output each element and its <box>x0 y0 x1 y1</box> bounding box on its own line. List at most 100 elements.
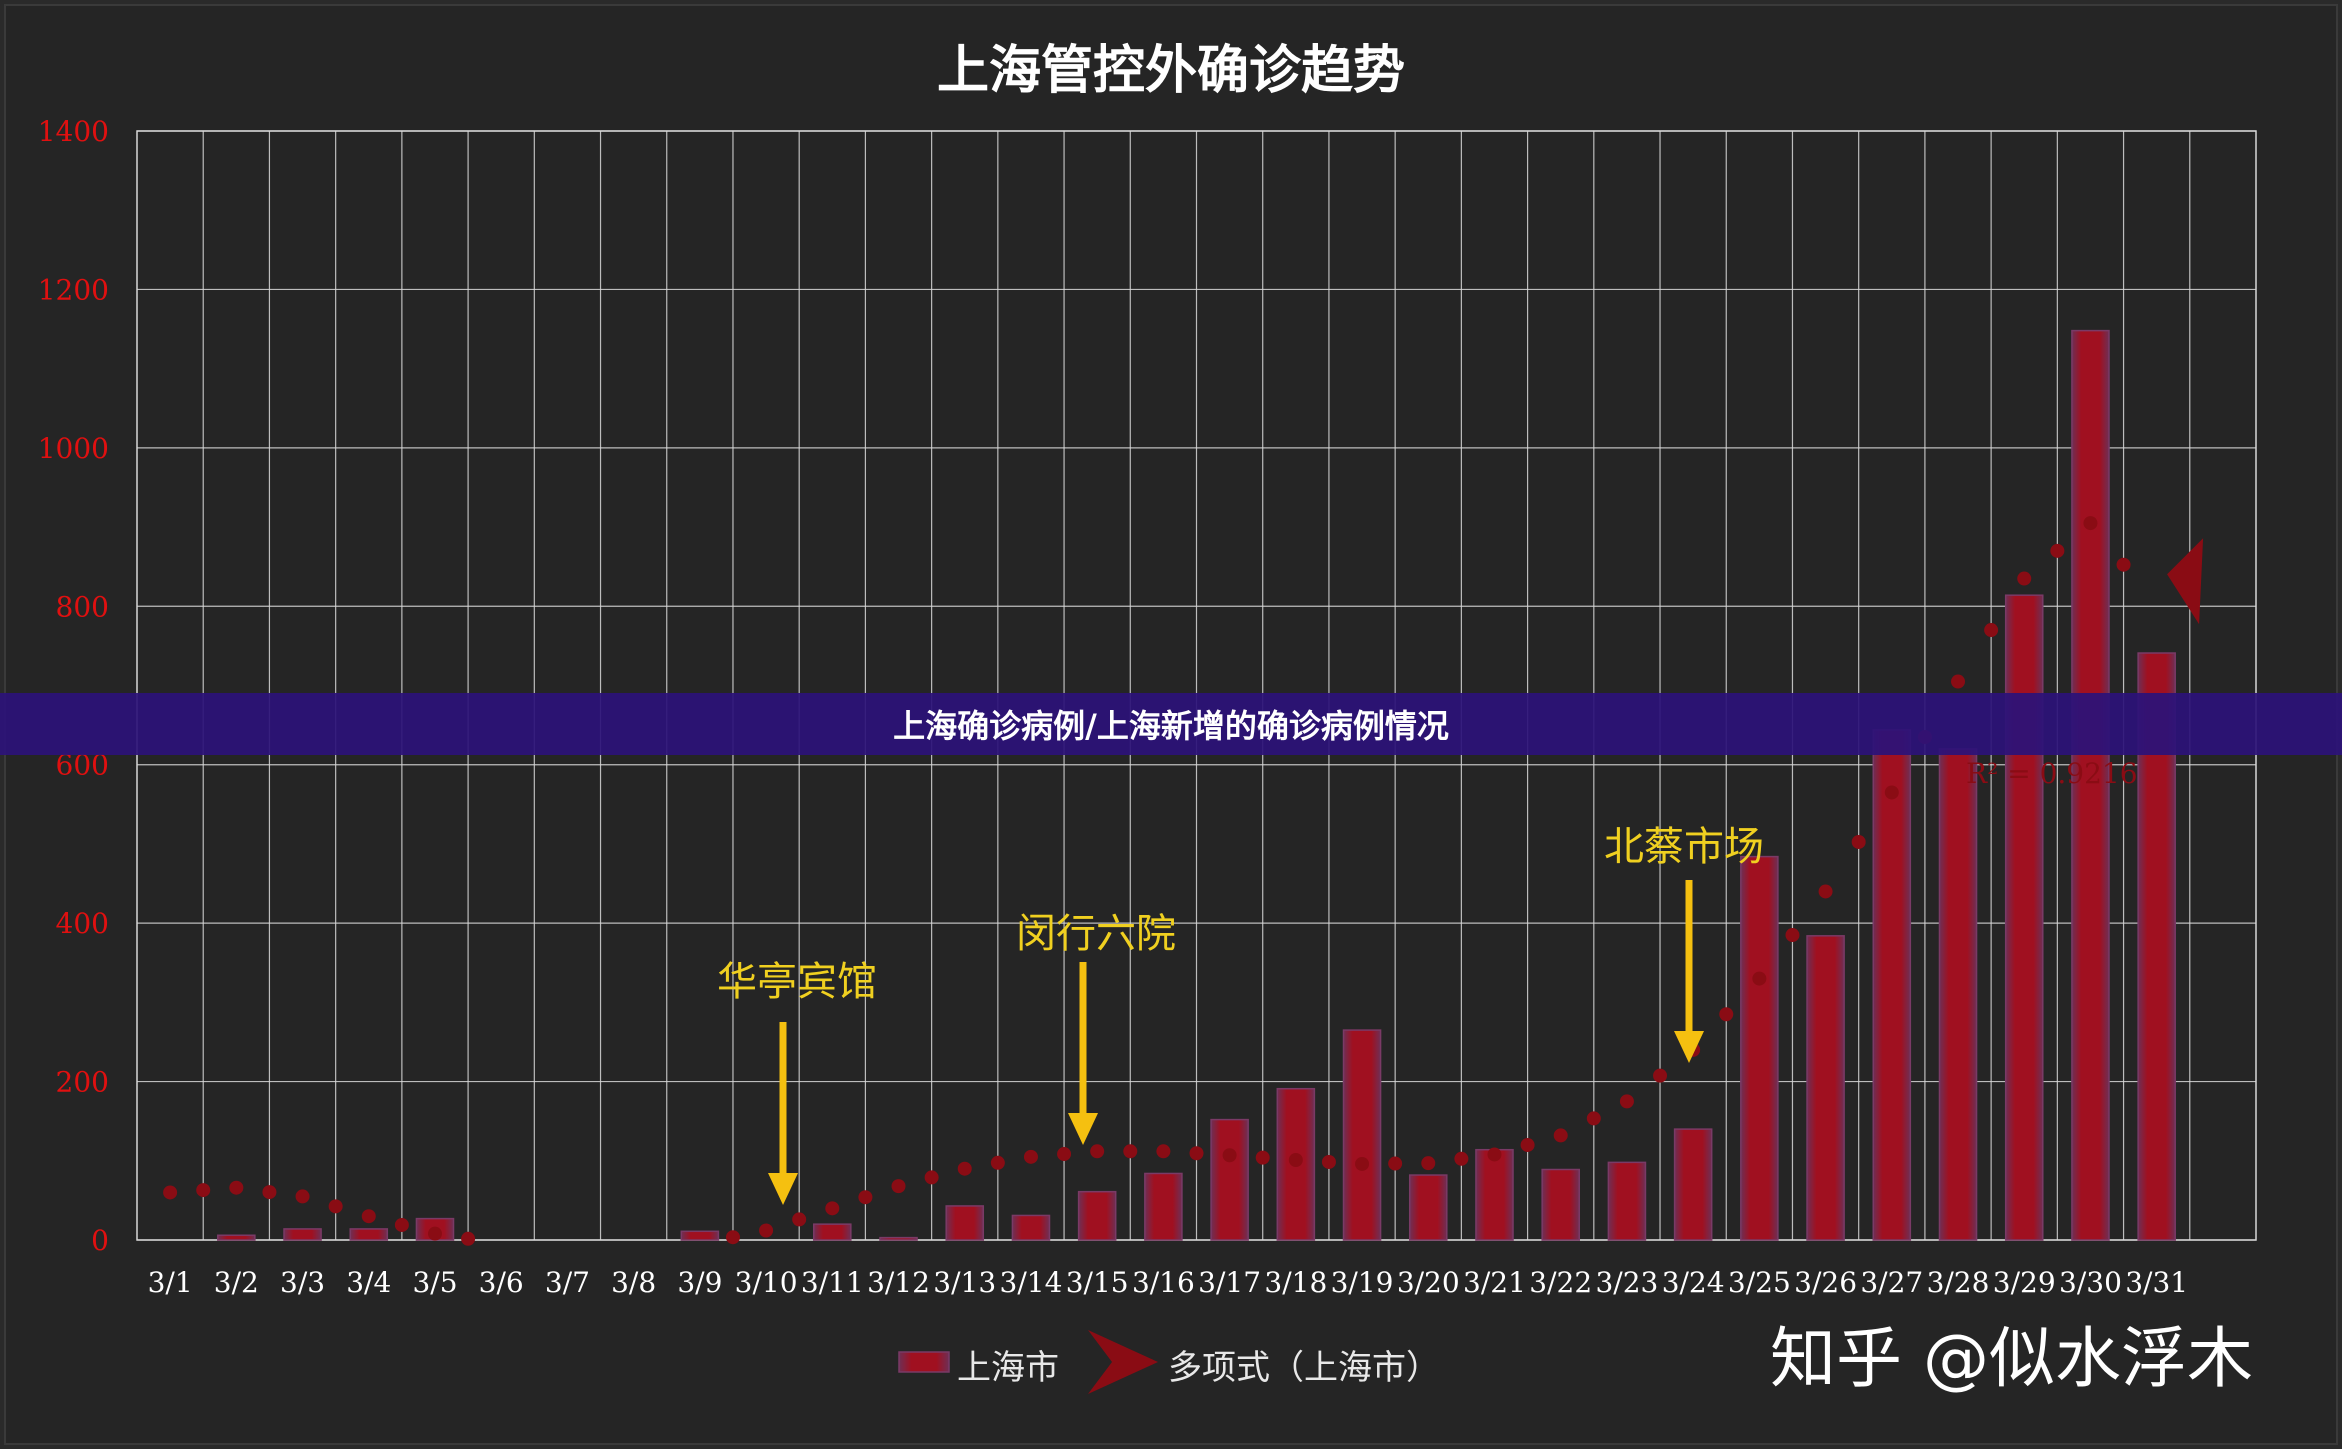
x-tick-label: 3/8 <box>611 1266 656 1299</box>
x-tick-label: 3/4 <box>346 1266 391 1299</box>
x-tick-label: 3/31 <box>2125 1266 2188 1299</box>
x-tick-label: 3/18 <box>1264 1266 1327 1299</box>
x-tick-label: 3/27 <box>1860 1266 1923 1299</box>
trend-point <box>957 1161 972 1176</box>
trend-layer: R² = 0.9216 <box>163 516 2204 1246</box>
bar <box>1541 1168 1580 1241</box>
y-tick-label: 400 <box>56 907 109 940</box>
trend-point <box>1421 1156 1436 1171</box>
x-tick-label: 3/22 <box>1529 1266 1592 1299</box>
bar <box>2071 329 2110 1241</box>
y-tick-label: 1200 <box>38 273 109 306</box>
trend-point <box>792 1212 807 1227</box>
trend-point <box>1057 1147 1072 1162</box>
trend-point <box>1321 1154 1336 1169</box>
trend-point <box>1818 884 1833 899</box>
bar <box>1938 748 1978 1241</box>
bar <box>1144 1172 1183 1241</box>
trend-point <box>1884 785 1899 800</box>
bar <box>1673 1128 1713 1241</box>
x-tick-label: 3/30 <box>2059 1266 2122 1299</box>
legend-layer <box>898 1330 1158 1394</box>
trend-point <box>858 1190 873 1205</box>
bar <box>283 1228 322 1241</box>
trend-point <box>1653 1068 1668 1083</box>
x-tick-label: 3/10 <box>735 1266 798 1299</box>
y-tick-label: 200 <box>56 1066 109 1099</box>
legend-label-trend: 多项式（上海市） <box>1168 1348 1440 1388</box>
x-tick-label: 3/9 <box>677 1266 722 1299</box>
trend-point <box>229 1180 244 1195</box>
trend-point <box>1156 1144 1171 1159</box>
y-tick-label: 800 <box>56 590 109 623</box>
trend-point <box>1752 971 1767 986</box>
bar <box>945 1205 985 1241</box>
trend-point <box>1123 1144 1138 1159</box>
annotation-arrowhead <box>768 1173 798 1205</box>
r-squared-label: R² = 0.9216 <box>1966 757 2138 790</box>
chart-title: 上海管控外确诊趋势 <box>936 41 1405 101</box>
bar <box>1210 1118 1249 1241</box>
bar <box>680 1230 720 1241</box>
trend-point <box>427 1226 442 1241</box>
trend-point <box>2116 557 2131 572</box>
bar <box>1408 1174 1448 1241</box>
bar <box>1475 1148 1514 1241</box>
bar <box>217 1234 256 1241</box>
trend-arrowhead <box>2167 538 2204 625</box>
x-tick-label: 3/7 <box>545 1266 590 1299</box>
x-tick-label: 3/23 <box>1595 1266 1658 1299</box>
legend-swatch-trend <box>1088 1330 1158 1394</box>
x-tick-label: 3/17 <box>1198 1266 1261 1299</box>
bar <box>1011 1214 1051 1241</box>
trend-point <box>196 1183 211 1198</box>
annotation-arrowhead <box>1068 1113 1098 1145</box>
trend-point <box>1487 1147 1502 1162</box>
trend-point <box>725 1230 740 1245</box>
bar <box>2004 594 2044 1241</box>
trend-point <box>1454 1151 1469 1166</box>
annotation-layer: 华亭宾馆 闵行六院 北蔡市场 <box>717 824 1764 1205</box>
x-tick-label: 3/1 <box>148 1266 193 1299</box>
trend-point <box>461 1231 476 1246</box>
trend-point <box>1951 674 1966 689</box>
bar <box>1872 729 1912 1241</box>
trend-point <box>2017 571 2032 586</box>
caption-text: 上海确诊病例/上海新增的确诊病例情况 <box>893 707 1449 745</box>
bar <box>1077 1190 1117 1241</box>
x-tick-label: 3/19 <box>1331 1266 1394 1299</box>
x-tick-label: 3/3 <box>280 1266 325 1299</box>
annotation-arrowhead <box>1674 1031 1704 1063</box>
trend-point <box>759 1223 774 1238</box>
trend-point <box>328 1199 343 1214</box>
x-tick-label: 3/11 <box>801 1266 864 1299</box>
trend-point <box>1222 1148 1237 1163</box>
trend-point <box>924 1170 939 1185</box>
caption-band: 上海确诊病例/上海新增的确诊病例情况 <box>0 693 2342 755</box>
x-tick-label: 3/15 <box>1066 1266 1129 1299</box>
trend-point <box>1023 1149 1038 1164</box>
x-tick-label: 3/21 <box>1463 1266 1526 1299</box>
trend-point <box>394 1217 409 1232</box>
x-tick-label: 3/29 <box>1993 1266 2056 1299</box>
trend-point <box>1719 1007 1734 1022</box>
x-tick-label: 3/26 <box>1794 1266 1857 1299</box>
trend-point <box>1255 1150 1270 1165</box>
trend-point <box>891 1179 906 1194</box>
trend-point <box>1288 1152 1303 1167</box>
x-tick-label: 3/28 <box>1927 1266 1990 1299</box>
bar <box>349 1228 389 1241</box>
bar <box>1740 855 1779 1241</box>
x-tick-label: 3/24 <box>1662 1266 1725 1299</box>
trend-point <box>2050 543 2065 558</box>
y-tick-label: 1400 <box>38 115 109 148</box>
trend-point <box>361 1209 376 1224</box>
trend-point <box>1090 1144 1105 1159</box>
trend-point <box>1619 1094 1634 1109</box>
x-tick-label: 3/6 <box>479 1266 524 1299</box>
bar <box>879 1236 918 1241</box>
trend-point <box>1851 834 1866 849</box>
bar <box>1342 1029 1382 1241</box>
